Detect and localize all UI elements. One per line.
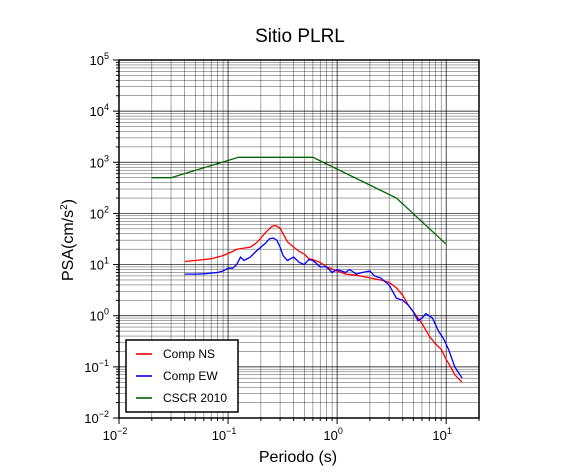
- y-tick-label: 10−2: [84, 409, 109, 426]
- y-axis-label-exp: 2: [59, 204, 70, 210]
- y-axis-label-base: PSA(cm/s: [60, 210, 77, 281]
- x-tick-label: 100: [323, 426, 342, 443]
- chart-title: Sitio PLRL: [255, 26, 345, 47]
- y-tick-label: 10−1: [84, 358, 109, 375]
- x-tick-label: 10−2: [103, 426, 128, 443]
- y-tick-label: 103: [90, 153, 109, 170]
- y-axis-label-end: ): [60, 199, 77, 204]
- x-axis-label: Periodo (s): [259, 449, 337, 466]
- y-tick-label: 105: [90, 51, 109, 68]
- y-tick-label: 104: [90, 102, 109, 119]
- y-tick-label: 101: [90, 256, 109, 273]
- series-line-2: [151, 156, 447, 245]
- y-tick-label: 100: [90, 307, 109, 324]
- series-line-0: [184, 224, 463, 383]
- x-tick-label: 10−1: [212, 426, 237, 443]
- y-axis-label: PSA(cm/s2): [59, 199, 77, 281]
- series-lines: [151, 156, 463, 383]
- legend-entry: Comp NS: [163, 347, 215, 361]
- grid-lines: [118, 59, 480, 419]
- y-tick-label: 102: [90, 204, 109, 221]
- legend: Comp NS Comp EW CSCR 2010: [125, 339, 239, 413]
- legend-entry: CSCR 2010: [163, 391, 227, 405]
- x-tick-label: 101: [432, 426, 451, 443]
- plot-frame: [118, 59, 480, 419]
- series-line-1: [184, 237, 463, 379]
- legend-entry: Comp EW: [163, 369, 218, 383]
- axis-ticks: 10−2 10−1 100 101 10−2 10−1 100 101 102 103 104 105: [84, 51, 480, 443]
